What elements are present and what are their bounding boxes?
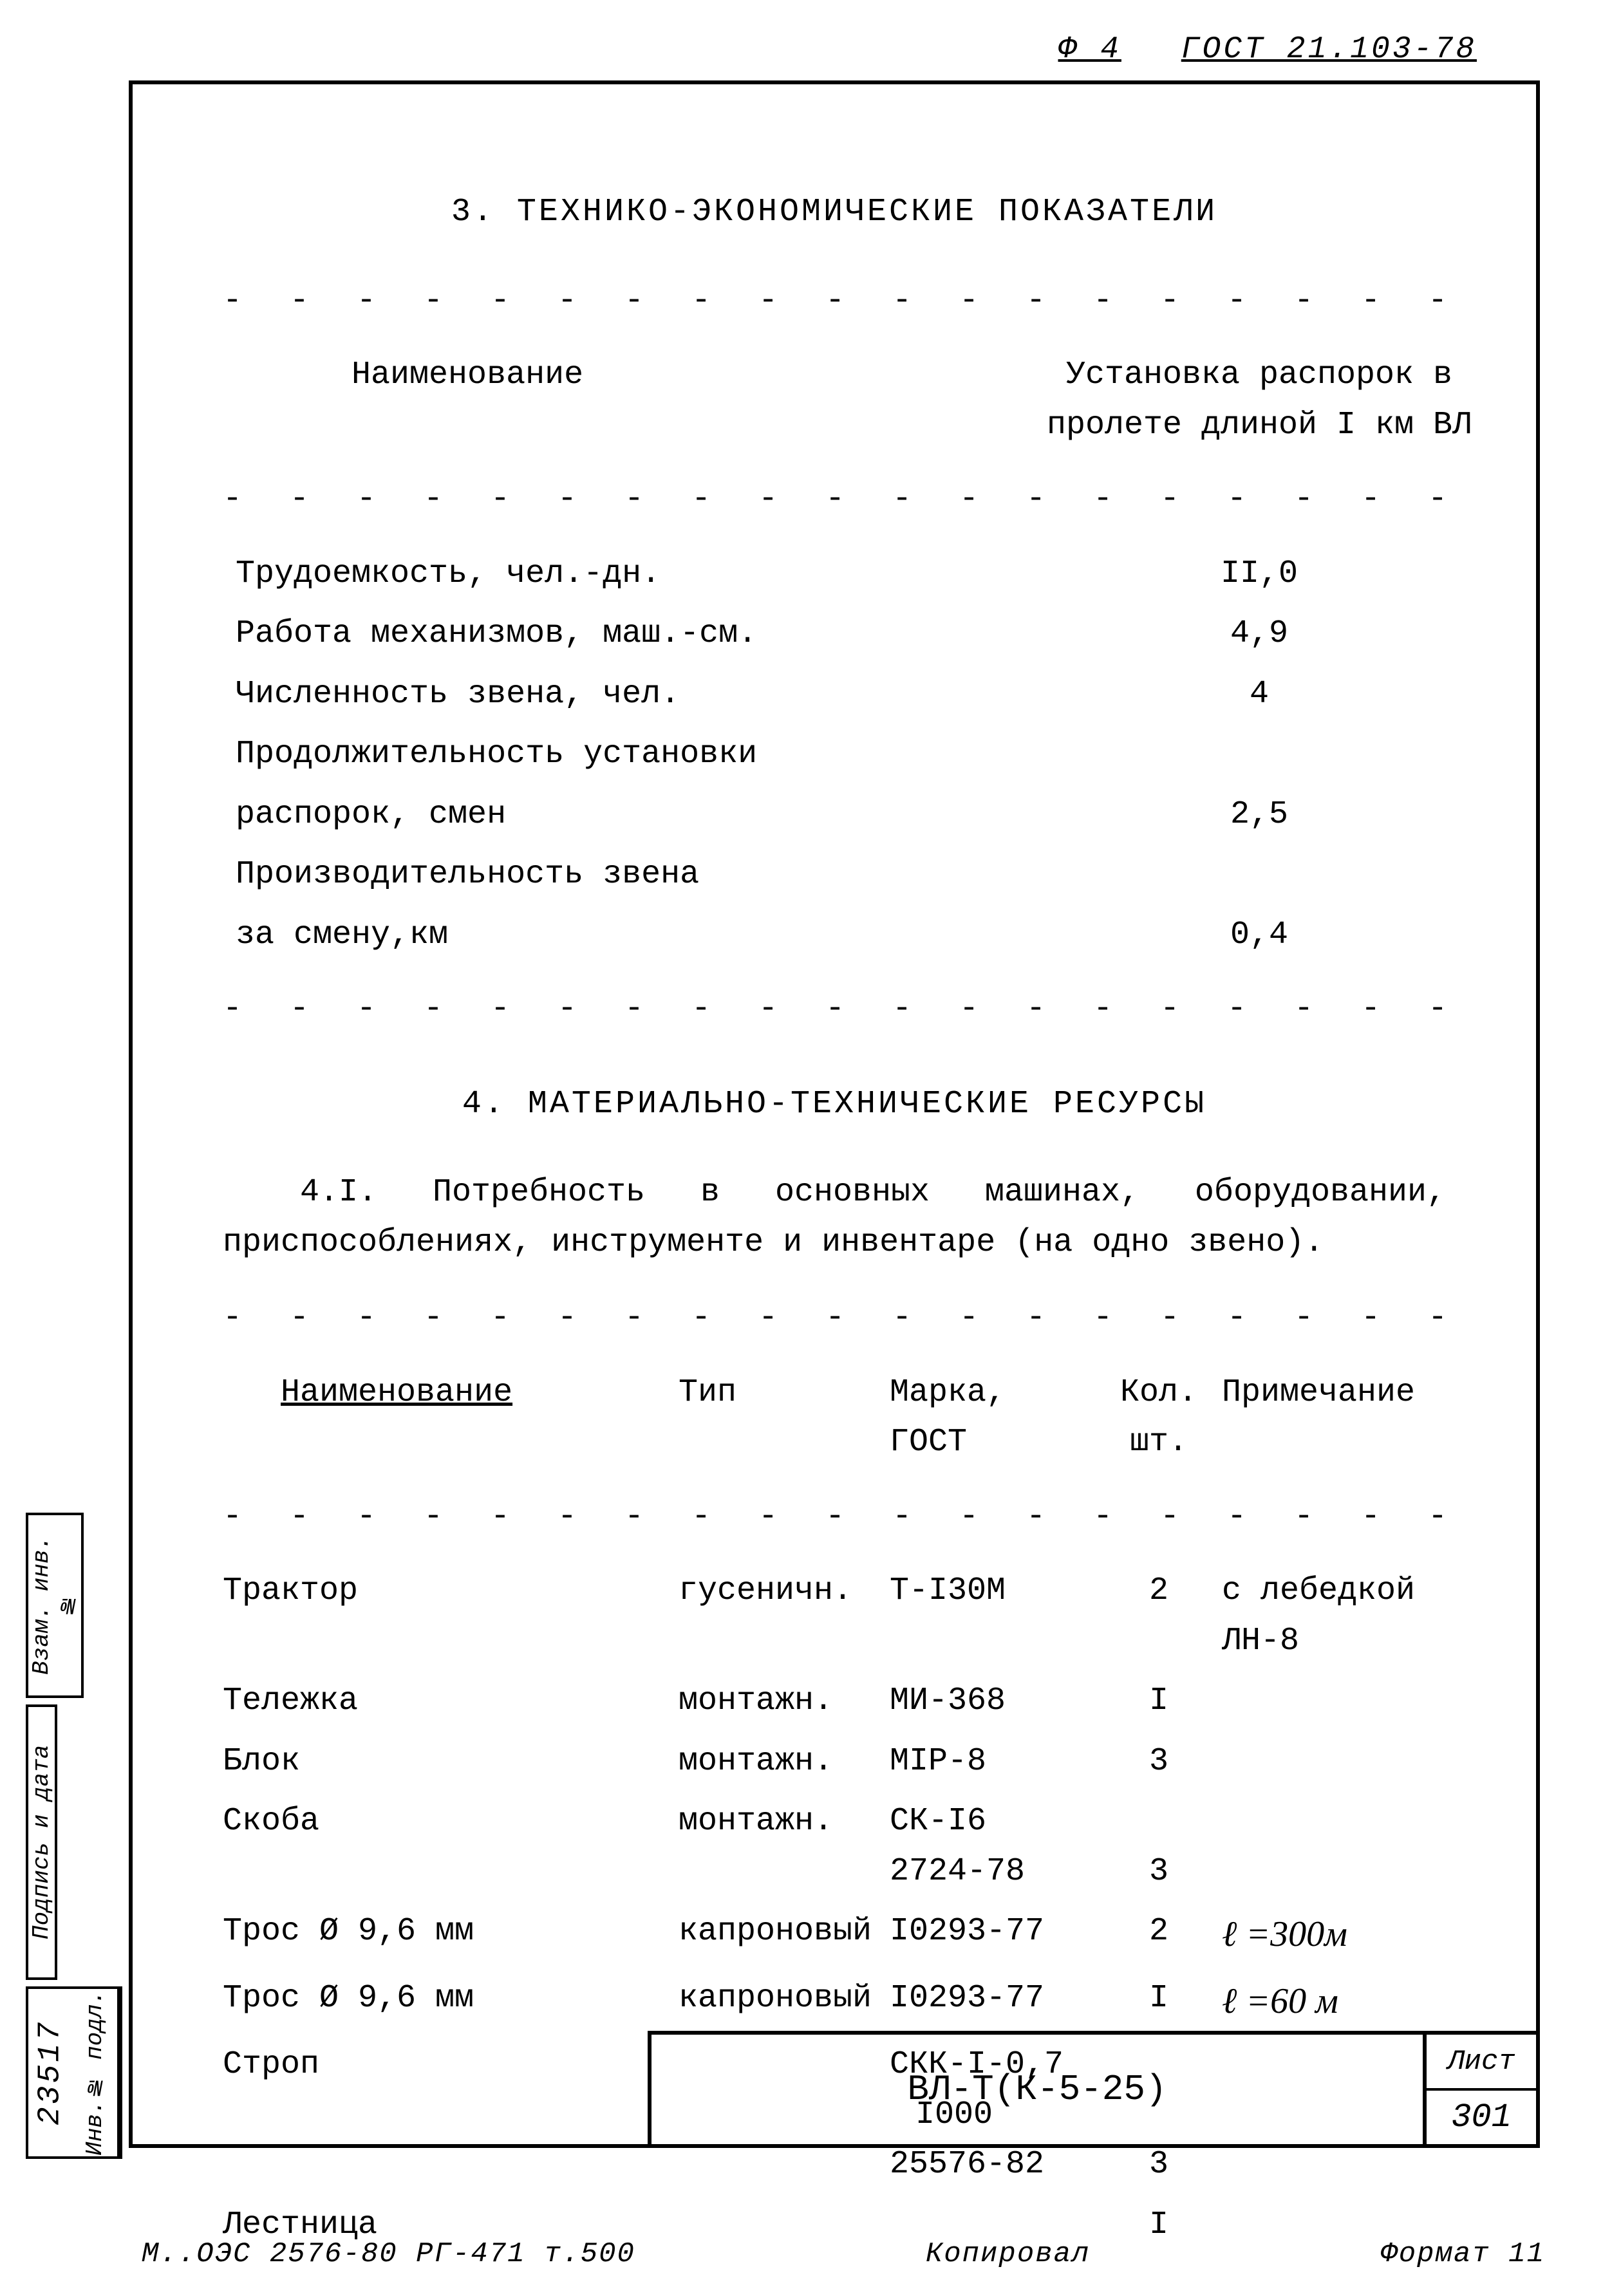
table-row: Трактор гусеничн. Т-I30М 2 с лебедкойЛН-…: [184, 1561, 1485, 1671]
table-row: Скоба монтажн. СК-I62724-78 3: [184, 1791, 1485, 1901]
divider-dashes: - - - - - - - - - - - - - - - - - - - - …: [223, 984, 1485, 1034]
document-content: 3. ТЕХНИКО-ЭКОНОМИЧЕСКИЕ ПОКАЗАТЕЛИ - - …: [133, 84, 1536, 2255]
gost-number: ГОСТ 21.103-78: [1181, 32, 1477, 67]
col-type: Тип: [676, 1363, 887, 1473]
stamp-replace-inv: Взам. инв. №: [26, 1513, 84, 1698]
footer-center: Копировал: [926, 2238, 1091, 2270]
divider-dashes: - - - - - - - - - - - - - - - - - - - - …: [223, 276, 1485, 326]
table-row: Численность звена, чел.4: [184, 664, 1485, 725]
stamp-inv-row: 23517 Инв.№ подл.: [26, 1986, 122, 2159]
table-row: Тележка монтажн. МИ-368 I: [184, 1671, 1485, 1731]
page-header: Ф 4 ГОСТ 21.103-78: [1058, 32, 1477, 67]
sheet-label: Лист: [1427, 2035, 1536, 2091]
footer-right: Формат 11: [1380, 2238, 1545, 2270]
form-number: Ф 4: [1058, 32, 1121, 67]
table-row: Трудоемкость, чел.-дн.II,0: [184, 544, 1485, 604]
col-header-name: Наименование: [184, 345, 1034, 455]
divider-dashes: - - - - - - - - - - - - - - - - - - - - …: [223, 474, 1485, 525]
table-row: Продолжительность установки: [184, 724, 1485, 785]
resources-head: Наименование Тип Марка,ГОСТ Кол.шт. Прим…: [184, 1363, 1485, 1473]
col-note: Примечание: [1219, 1363, 1485, 1473]
stamp-sign-date: Подпись и дата: [26, 1704, 57, 1980]
page-footer: М..ОЭС 2576-80 РГ-471 т.500 Копировал Фо…: [129, 2238, 1609, 2270]
resources-body: Трактор гусеничн. Т-I30М 2 с лебедкойЛН-…: [184, 1561, 1485, 2255]
sheet-box: Лист 301: [1427, 2035, 1536, 2144]
table-row: Трос Ø 9,6 мм капроновый I0293-77 I ℓ =6…: [184, 1968, 1485, 2035]
table-row: за смену,км0,4: [184, 905, 1485, 966]
table-row: Производительность звена: [184, 845, 1485, 905]
footer-left: М..ОЭС 2576-80 РГ-471 т.500: [142, 2238, 635, 2270]
document-code: ВЛ-Т(К-5-25): [651, 2035, 1427, 2144]
document-frame: 3. ТЕХНИКО-ЭКОНОМИЧЕСКИЕ ПОКАЗАТЕЛИ - - …: [129, 80, 1540, 2148]
title-block: ВЛ-Т(К-5-25) Лист 301: [648, 2031, 1536, 2144]
side-stamp: Взам. инв. № Подпись и дата 23517 Инв.№ …: [26, 1513, 122, 2131]
sheet-number: 301: [1427, 2091, 1536, 2144]
col-mark: Марка,ГОСТ: [887, 1363, 1098, 1473]
col-header-value: Установка распорок в пролете длиной I км…: [1034, 345, 1485, 455]
divider-dashes: - - - - - - - - - - - - - - - - - - - - …: [223, 1293, 1485, 1343]
table-row: Блок монтажн. МIР-8 3: [184, 1731, 1485, 1792]
divider-dashes: - - - - - - - - - - - - - - - - - - - - …: [223, 1492, 1485, 1542]
table-row: Трос Ø 9,6 мм капроновый I0293-77 2 ℓ =3…: [184, 1901, 1485, 1968]
stamp-inv-number: 23517: [28, 1989, 73, 2156]
page: Ф 4 ГОСТ 21.103-78 3. ТЕХНИКО-ЭКОНОМИЧЕС…: [0, 0, 1612, 2296]
section-4-title: 4. МАТЕРИАЛЬНО-ТЕХНИЧЕСКИЕ РЕСУРСЫ: [184, 1079, 1485, 1130]
col-qty: Кол.шт.: [1098, 1363, 1219, 1473]
col-name: Наименование: [184, 1363, 676, 1473]
stamp-inv-label: Инв.№ подл.: [73, 1989, 120, 2156]
section-4-intro: 4.I. Потребность в основных машинах, обо…: [223, 1168, 1446, 1267]
section-3-title: 3. ТЕХНИКО-ЭКОНОМИЧЕСКИЕ ПОКАЗАТЕЛИ: [184, 187, 1485, 238]
table-row: распорок, смен2,5: [184, 785, 1485, 845]
table-row: Работа механизмов, маш.-см.4,9: [184, 604, 1485, 664]
indicators-table: Наименование Установка распорок в пролет…: [184, 345, 1485, 455]
indicators-body: Трудоемкость, чел.-дн.II,0 Работа механи…: [184, 544, 1485, 966]
